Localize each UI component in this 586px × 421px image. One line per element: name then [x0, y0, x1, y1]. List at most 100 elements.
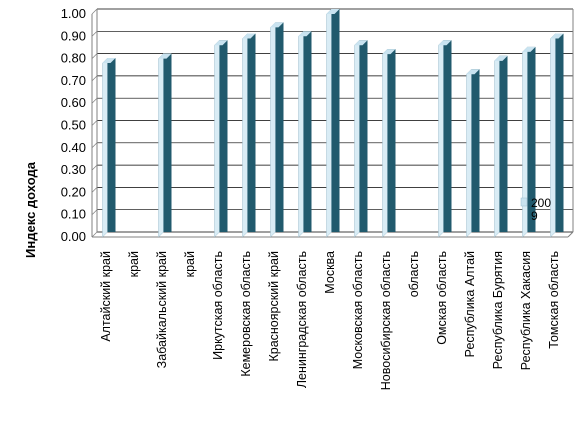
bar [102, 57, 116, 238]
bar-front [163, 53, 172, 232]
bar-side [214, 39, 220, 238]
y-tick-label: 0.30 [61, 162, 86, 177]
y-tick-label: 0.00 [61, 229, 86, 244]
bar [270, 21, 284, 238]
bar [242, 32, 256, 238]
gridline-side [91, 75, 98, 82]
x-category-label: Кемеровская область [239, 251, 253, 377]
gridline-side [91, 187, 98, 193]
bar [522, 46, 536, 238]
bar-top [438, 40, 452, 46]
bar-side [102, 57, 108, 238]
x-category-label: Красноярский край [267, 251, 281, 362]
x-category-label: Ленинградская область [295, 251, 309, 388]
bar [466, 68, 480, 238]
bar-front [527, 46, 536, 232]
bar-top [158, 53, 172, 59]
bar-side [494, 55, 500, 238]
bar-side [298, 30, 304, 238]
y-tick-label: 0.90 [61, 28, 86, 43]
y-tick-labels: 0.00 0.10 0.20 0.30 0.40 0.50 0.60 0.70 0.80 0.90… [61, 6, 86, 244]
y-tick-label: 0.70 [61, 73, 86, 88]
bar-side [522, 46, 528, 238]
bar-front [275, 22, 284, 232]
bar-front [107, 58, 116, 233]
bar-front [387, 49, 396, 232]
bar-side [158, 52, 164, 238]
bar-side [466, 68, 472, 238]
gridline-side [91, 8, 98, 15]
y-axis-title: Индекс дохода [23, 161, 38, 258]
bar [494, 55, 508, 238]
gridline-side [91, 142, 98, 149]
x-category-label: Омская область [435, 251, 449, 345]
bar-top [550, 33, 564, 39]
gridline-side [91, 209, 98, 215]
floor-right-edge [567, 231, 574, 238]
bar [438, 39, 452, 238]
bar-side [438, 39, 444, 238]
bar-top [494, 55, 508, 61]
bar-side [270, 21, 276, 238]
bar-top [102, 58, 116, 64]
y-tick-label: 0.50 [61, 118, 86, 133]
bars [102, 8, 564, 238]
bar [298, 30, 312, 238]
bar-top [522, 46, 536, 52]
bar-top [326, 9, 340, 14]
x-category-label: Республика Бурятия [491, 251, 505, 369]
bar [214, 39, 228, 238]
bar-front [303, 31, 312, 232]
bar-top [214, 40, 228, 46]
bar-front [219, 40, 228, 232]
bar-side [242, 32, 248, 238]
bar-side [382, 48, 388, 238]
bar-front [471, 69, 480, 233]
y-tick-label: 0.10 [61, 207, 86, 222]
x-category-label: Алтайский край [99, 251, 113, 342]
x-category-label: Московская область [351, 251, 365, 369]
y-tick-label: 0.60 [61, 95, 86, 110]
x-category-label: Иркутская область [211, 251, 225, 360]
bar-side [550, 32, 556, 238]
bar-side [354, 39, 360, 238]
bar-top [242, 33, 256, 39]
bar-side [326, 8, 332, 238]
gridline-side [91, 53, 98, 59]
x-category-label: край [127, 251, 141, 277]
gridline-side [91, 97, 98, 104]
bar [550, 32, 564, 238]
gridline-side [91, 120, 98, 126]
legend-label: 200 [531, 196, 551, 210]
x-category-label: край [183, 251, 197, 277]
plot-frame [91, 9, 574, 238]
bar [158, 52, 172, 238]
bar-top [298, 31, 312, 37]
bar [382, 48, 396, 238]
y-tick-label: 0.80 [61, 51, 86, 66]
legend-swatch [520, 197, 528, 207]
x-category-label: область [407, 251, 421, 297]
x-category-label: Новосибирская область [379, 251, 393, 390]
x-category-labels: Алтайский край край Забайкальский край край… [99, 251, 561, 390]
x-category-label: Республика Алтай [463, 251, 477, 357]
bar-top [270, 22, 284, 28]
bar-front [247, 33, 256, 232]
bar-top [354, 40, 368, 46]
bar-front [499, 55, 508, 232]
bar [354, 39, 368, 238]
y-tick-label: 0.20 [61, 184, 86, 199]
bar-top [466, 69, 480, 75]
y-tick-label: 1.00 [61, 6, 86, 21]
gridline-side [91, 231, 98, 238]
legend-label: 9 [531, 209, 538, 223]
x-category-label: Забайкальский край [155, 251, 169, 368]
bar-front [359, 40, 368, 232]
gridline-side [91, 164, 98, 171]
bar-front [331, 9, 340, 232]
bar-front [555, 33, 564, 232]
bar-top [382, 49, 396, 55]
x-category-label: Москва [323, 251, 337, 294]
